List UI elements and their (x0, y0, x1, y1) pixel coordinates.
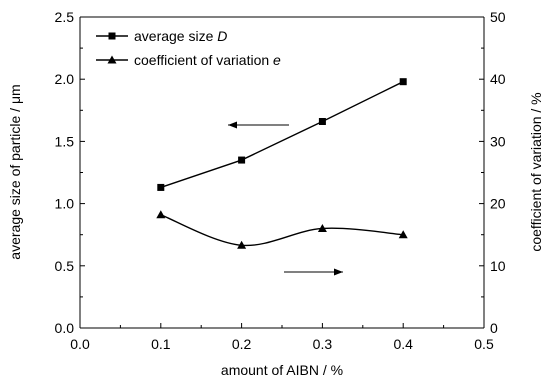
left-y-tick-label: 1.0 (55, 196, 75, 212)
left-y-axis-title: average size of particle / μm (7, 84, 23, 259)
legend-label-coefficient-of-variation-prefix: coefficient of variation (134, 52, 273, 68)
x-axis-title: amount of AIBN / % (221, 362, 343, 378)
legend-triangle-marker (107, 55, 117, 64)
legend-label-average-size-symbol: D (217, 28, 227, 44)
left-arrow-head (228, 121, 237, 129)
coefficient-of-variation-line (160, 214, 404, 247)
x-tick-label: 0.4 (393, 336, 413, 352)
average-size-point (318, 117, 326, 125)
x-tick-label: 0.3 (313, 336, 333, 352)
legend-label-average-size: average size D (134, 28, 227, 44)
x-tick-label: 0.2 (232, 336, 252, 352)
x-tick-label: 0.0 (70, 336, 90, 352)
coefficient-of-variation-point (237, 240, 247, 249)
right-y-tick-label: 50 (490, 9, 506, 25)
x-tick-label: 0.5 (474, 336, 494, 352)
legend-entry-coefficient-of-variation: coefficient of variation e (96, 52, 281, 68)
average-size-point (238, 156, 246, 164)
x-tick-label: 0.1 (151, 336, 171, 352)
right-y-tick-label: 10 (490, 258, 506, 274)
right-y-tick-label: 0 (490, 320, 498, 336)
coefficient-of-variation-point (398, 230, 408, 239)
annotations (228, 121, 343, 276)
left-y-tick-label: 2.5 (55, 9, 75, 25)
left-y-tick-label: 2.0 (55, 71, 75, 87)
left-y-tick-label: 1.5 (55, 133, 75, 149)
right-y-axis-title: coefficient of variation / % (528, 92, 544, 251)
right-arrow-head (334, 268, 343, 276)
coefficient-of-variation-point (317, 223, 327, 232)
right-y-tick-label: 30 (490, 133, 506, 149)
left-y-tick-label: 0.5 (55, 258, 75, 274)
right-y-tick-label: 20 (490, 196, 506, 212)
legend-entry-average-size: average size D (96, 28, 227, 44)
legend-label-average-size-prefix: average size (134, 28, 217, 44)
right-y-tick-label: 40 (490, 71, 506, 87)
average-size-point (399, 78, 407, 86)
legend-label-coefficient-of-variation-symbol: e (273, 52, 281, 68)
legend-square-marker (108, 32, 116, 40)
average-size-line (160, 81, 404, 189)
legend: average size D coefficient of variation … (96, 28, 281, 68)
left-y-tick-label: 0.0 (55, 320, 75, 336)
average-size-point (157, 183, 165, 191)
ticks: 0.0 0.1 0.2 0.3 0.4 0.5 0.0 0.5 1.0 1.5 2.0 2.5 0 10 2… (55, 9, 506, 352)
coefficient-of-variation-point (156, 210, 166, 219)
series-group (156, 78, 408, 249)
legend-label-coefficient-of-variation: coefficient of variation e (134, 52, 281, 68)
